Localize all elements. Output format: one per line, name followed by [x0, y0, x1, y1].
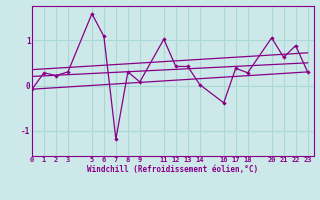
X-axis label: Windchill (Refroidissement éolien,°C): Windchill (Refroidissement éolien,°C): [87, 165, 258, 174]
